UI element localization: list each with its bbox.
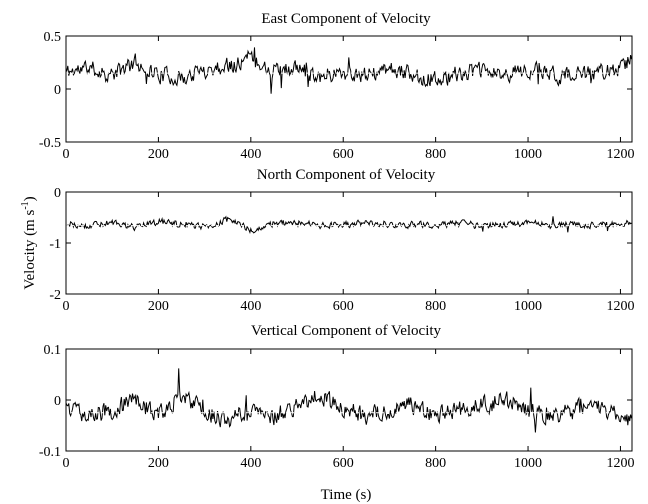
chart-east-xtick-label: 200: [148, 147, 169, 162]
chart-vertical-frame: [65, 348, 633, 452]
chart-east-series-line: [65, 47, 632, 94]
chart-north-xtick-label: 1000: [514, 299, 542, 314]
chart-north-xtick-label: 600: [333, 299, 354, 314]
chart-east-series: [65, 47, 632, 94]
chart-north-ytick-label: -2: [49, 288, 61, 303]
chart-vertical-series: [65, 368, 632, 433]
chart-north-ylabel-end: ): [22, 196, 38, 201]
chart-vertical-xtick-label: 200: [148, 456, 169, 471]
chart-east-xtick-label: 1000: [514, 147, 542, 162]
chart-north: North Component of Velocity 0 200 400 600 80…: [20, 167, 634, 314]
chart-east-xtick-label: 800: [425, 147, 446, 162]
chart-vertical-xtick-label: 1000: [514, 456, 542, 471]
chart-north-xtick-label: 200: [148, 299, 169, 314]
chart-north-xtick-label: 400: [240, 299, 261, 314]
chart-vertical-ytick-label: 0: [54, 394, 61, 409]
chart-vertical-xticks: 0 200 400 600 800 1000 1200: [63, 349, 634, 471]
chart-north-xticks: 0 200 400 600 800 1000 1200: [63, 192, 634, 314]
chart-north-ylabel-main: Velocity (m s: [22, 210, 38, 290]
chart-vertical-xtick-label: 600: [333, 456, 354, 471]
chart-vertical-title: Vertical Component of Velocity: [251, 323, 442, 339]
chart-north-ytick-label: 0: [54, 186, 61, 201]
chart-north-frame: [65, 191, 633, 295]
chart-vertical-xtick-label: 800: [425, 456, 446, 471]
chart-north-ylabel: Velocity (m s-1): [20, 196, 38, 289]
chart-east-yticks: -0.5 0 0.5: [39, 30, 632, 151]
chart-north-yticks: -2 -1 0: [49, 186, 632, 303]
chart-east-xticks: 0 200 400 600 800 1000 1200: [63, 36, 634, 162]
chart-east-xtick-label: 1200: [606, 147, 634, 162]
chart-east: East Component of Velocity 0 200 400 600 800…: [39, 11, 635, 162]
chart-east-xtick-label: 0: [63, 147, 70, 162]
chart-vertical-xtick-label: 1200: [606, 456, 634, 471]
chart-vertical-xtick-label: 0: [63, 456, 70, 471]
chart-north-title: North Component of Velocity: [257, 167, 436, 183]
chart-east-ytick-label: 0.5: [44, 30, 62, 45]
chart-north-xtick-label: 1200: [606, 299, 634, 314]
chart-north-xtick-label: 0: [63, 299, 70, 314]
chart-east-frame: [65, 35, 633, 143]
chart-vertical-xtick-label: 400: [240, 456, 261, 471]
chart-vertical-series-line: [65, 368, 632, 433]
chart-north-series-line: [65, 215, 632, 235]
chart-north-xtick-label: 800: [425, 299, 446, 314]
chart-east-ytick-label: 0: [54, 83, 61, 98]
chart-vertical-ytick-label: 0.1: [44, 343, 62, 358]
chart-north-series: [65, 215, 632, 235]
chart-east-ytick-label: -0.5: [39, 136, 61, 151]
chart-east-xtick-label: 600: [333, 147, 354, 162]
chart-vertical-ytick-label: -0.1: [39, 445, 61, 460]
chart-north-ylabel-sup: -1: [20, 201, 31, 209]
chart-vertical-yticks: -0.1 0 0.1: [39, 343, 632, 460]
chart-vertical: Vertical Component of Velocity 0 200 400 60…: [39, 323, 635, 503]
chart-east-title: East Component of Velocity: [261, 11, 431, 27]
chart-east-xtick-label: 400: [240, 147, 261, 162]
chart-vertical-xlabel: Time (s): [321, 487, 372, 503]
chart-north-ytick-label: -1: [49, 237, 61, 252]
